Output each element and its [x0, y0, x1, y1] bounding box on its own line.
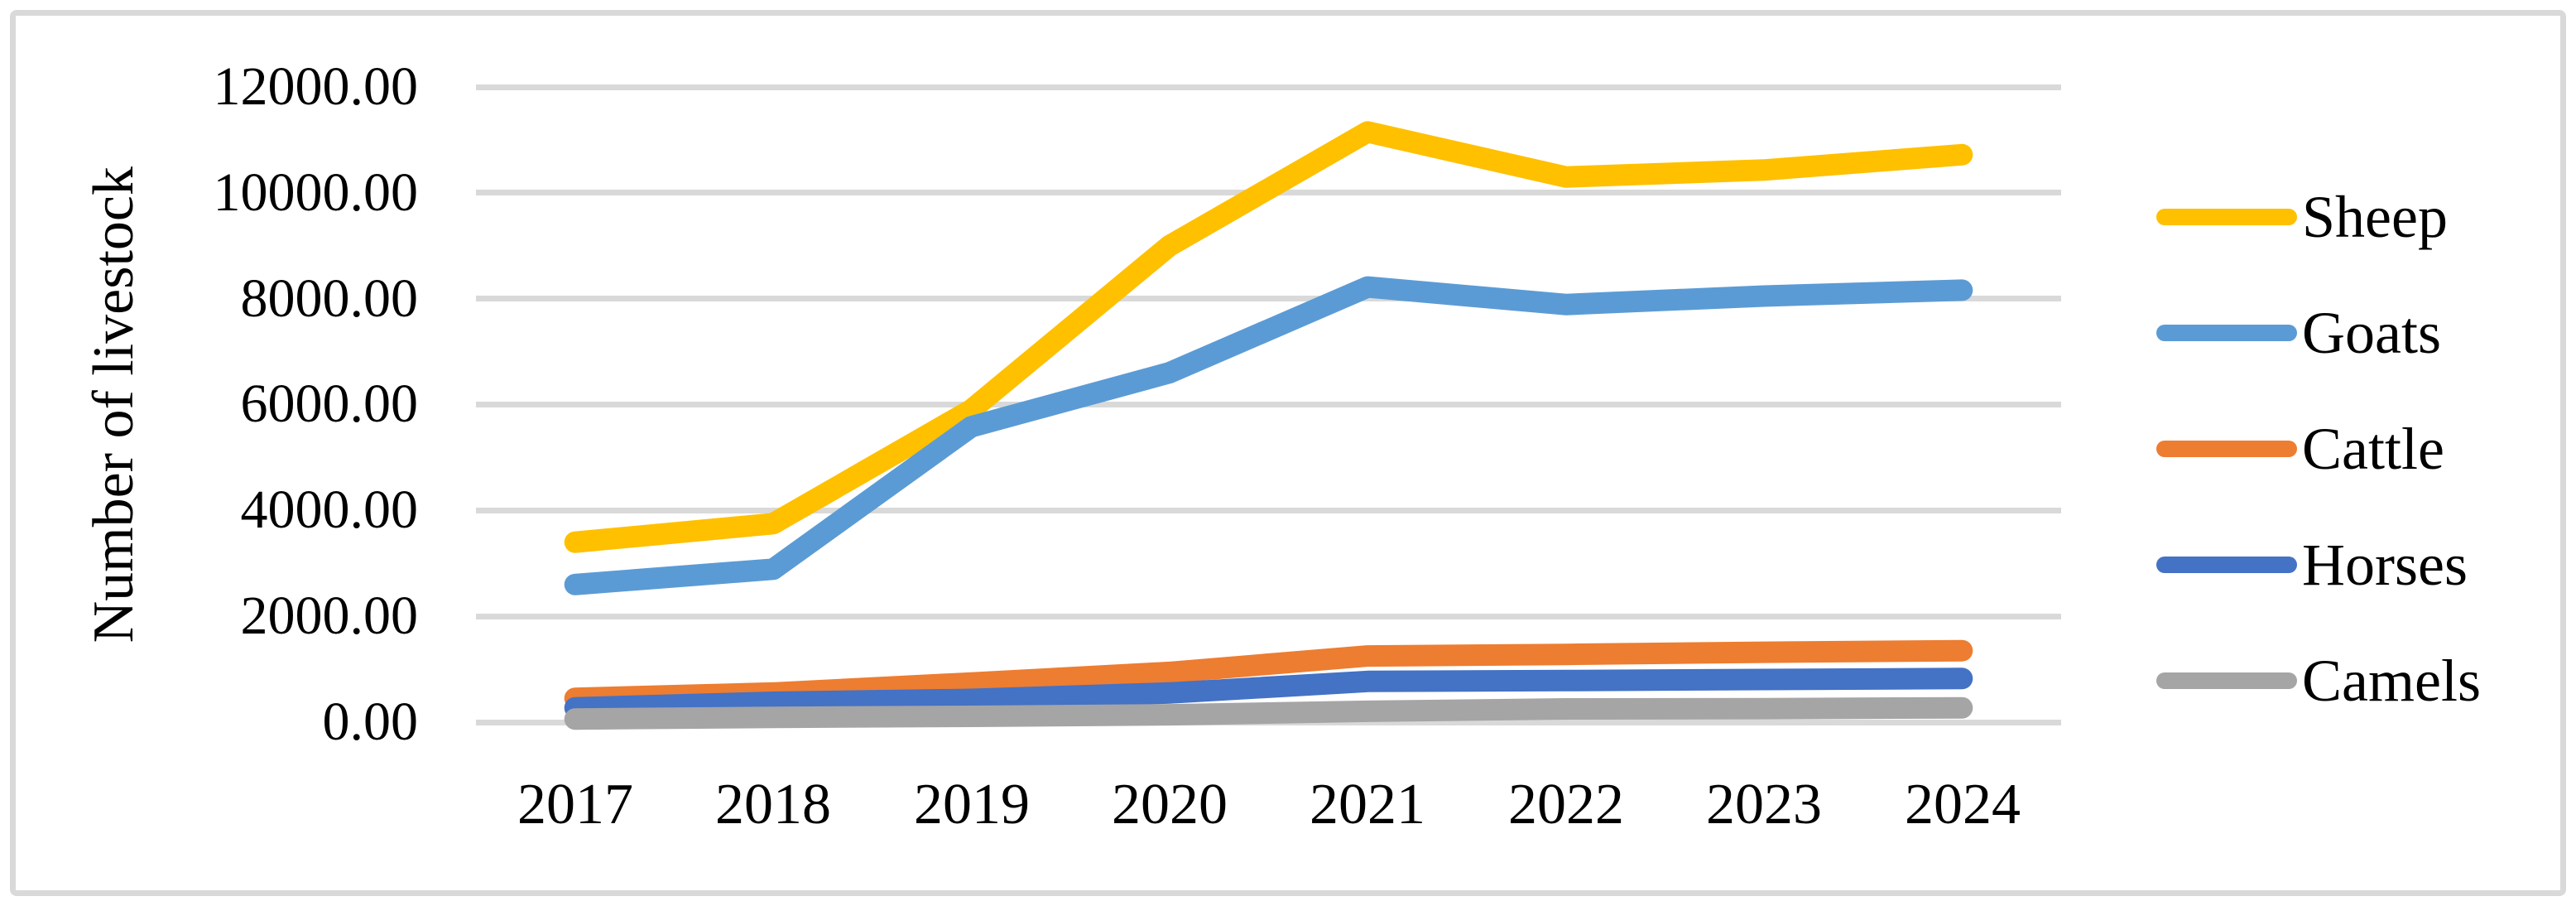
chart-lines — [564, 121, 1973, 730]
y-axis-tick-label: 4000.00 — [240, 480, 419, 540]
x-axis-tick-label: 2018 — [715, 773, 831, 836]
legend-item-goats: Goats — [2156, 275, 2441, 391]
x-axis-tick-label: 2020 — [1112, 773, 1228, 836]
legend-swatch-goats — [2156, 325, 2297, 341]
y-axis-tick-label: 12000.00 — [213, 56, 419, 117]
x-axis-tick-label: 2019 — [914, 773, 1030, 836]
y-axis-tick-label: 0.00 — [322, 692, 419, 752]
legend-label: Horses — [2302, 531, 2468, 598]
y-axis-tick-label: 8000.00 — [240, 268, 419, 329]
x-axis-tick-label: 2022 — [1508, 773, 1624, 836]
legend-label: Sheep — [2302, 183, 2448, 250]
series-line-sheep — [564, 121, 1973, 553]
x-axis-tick-label: 2021 — [1310, 773, 1425, 836]
gridline — [476, 296, 2061, 302]
legend-item-cattle: Cattle — [2156, 391, 2444, 507]
x-axis-tick-label: 2023 — [1706, 773, 1822, 836]
legend-label: Goats — [2302, 299, 2441, 366]
legend-swatch-horses — [2156, 557, 2297, 573]
gridline — [476, 84, 2061, 90]
y-axis-tick-label: 6000.00 — [240, 373, 419, 434]
plot-area — [476, 84, 2061, 730]
x-axis-tick-label: 2017 — [517, 773, 633, 836]
series-line-horses — [564, 667, 1973, 719]
gridline — [476, 613, 2061, 619]
gridline — [476, 402, 2061, 407]
series-line-goats — [564, 276, 1973, 595]
series-line-camels — [564, 696, 1973, 730]
legend-swatch-camels — [2156, 672, 2297, 689]
legend-label: Cattle — [2302, 415, 2444, 482]
y-axis-tick-label: 10000.00 — [213, 162, 419, 223]
legend-label: Camels — [2302, 647, 2481, 714]
legend-swatch-cattle — [2156, 441, 2297, 457]
legend-item-sheep: Sheep — [2156, 159, 2448, 275]
x-axis-tick-label: 2024 — [1905, 773, 2021, 836]
y-axis-tick-label: 2000.00 — [240, 586, 419, 646]
gridline — [476, 507, 2061, 513]
legend-item-horses: Horses — [2156, 507, 2468, 623]
legend-item-camels: Camels — [2156, 623, 2481, 739]
legend-swatch-sheep — [2156, 209, 2297, 225]
